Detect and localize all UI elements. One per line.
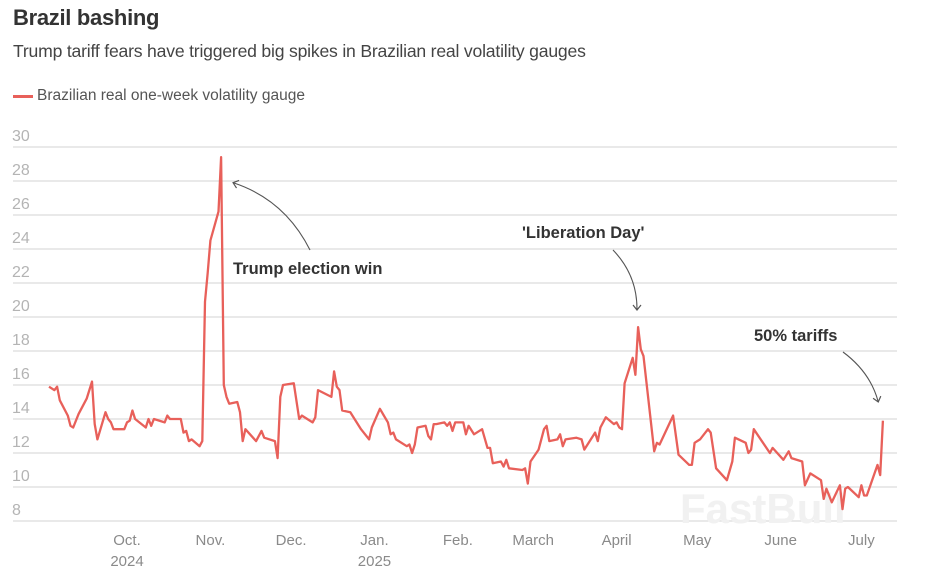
watermark: FastBull (680, 485, 846, 532)
annotation-trump-election-win: Trump election win (233, 260, 382, 278)
x-tick-label: Dec. (276, 532, 307, 549)
x-tick-label: June (764, 532, 797, 549)
y-tick-label: 12 (12, 434, 30, 451)
x-tick-label: March (512, 532, 554, 549)
x-tick-label: Oct. (113, 532, 141, 549)
y-axis: 8 10 12 14 16 18 20 22 24 26 28 30 (12, 128, 30, 519)
annotation-arrow-liberation-day (612, 249, 642, 311)
x-tick-label: Nov. (196, 532, 226, 549)
x-tick-year-label: 2024 (110, 553, 143, 570)
gridlines (13, 146, 897, 522)
y-tick-label: 8 (12, 502, 21, 519)
annotation-arrow-50-tariffs (842, 351, 882, 403)
x-tick-label: May (683, 532, 712, 549)
y-tick-label: 22 (12, 264, 30, 281)
y-tick-label: 28 (12, 162, 30, 179)
y-tick-label: 26 (12, 196, 30, 213)
series-layer (48, 156, 885, 511)
y-tick-label: 16 (12, 366, 30, 383)
y-tick-label: 20 (12, 298, 30, 315)
annotation-liberation-day: 'Liberation Day' (522, 224, 645, 242)
x-tick-label: July (848, 532, 875, 549)
annotation-50-percent-tariffs: 50% tariffs (754, 327, 837, 345)
legend-swatch (13, 94, 33, 98)
annotation-arrow-election (232, 179, 311, 251)
x-tick-label: April (602, 532, 632, 549)
legend-label: Brazilian real one-week volatility gauge (37, 87, 305, 104)
x-tick-label: Feb. (443, 532, 473, 549)
annotations: Trump election win 'Liberation Day' 50% … (232, 179, 882, 403)
y-tick-label: 14 (12, 400, 30, 417)
y-tick-label: 10 (12, 468, 30, 485)
y-tick-label: 18 (12, 332, 30, 349)
chart-subtitle: Trump tariff fears have triggered big sp… (13, 41, 586, 61)
series-line (48, 156, 885, 511)
y-tick-label: 30 (12, 128, 30, 145)
y-tick-label: 24 (12, 230, 30, 247)
x-tick-year-label: 2025 (358, 553, 391, 570)
x-axis: Oct. 2024 Nov. Dec. Jan. 2025 Feb. March April Ma… (110, 532, 875, 570)
chart-title: Brazil bashing (13, 5, 160, 30)
legend: Brazilian real one-week volatility gauge (13, 87, 305, 105)
x-tick-label: Jan. (360, 532, 388, 549)
